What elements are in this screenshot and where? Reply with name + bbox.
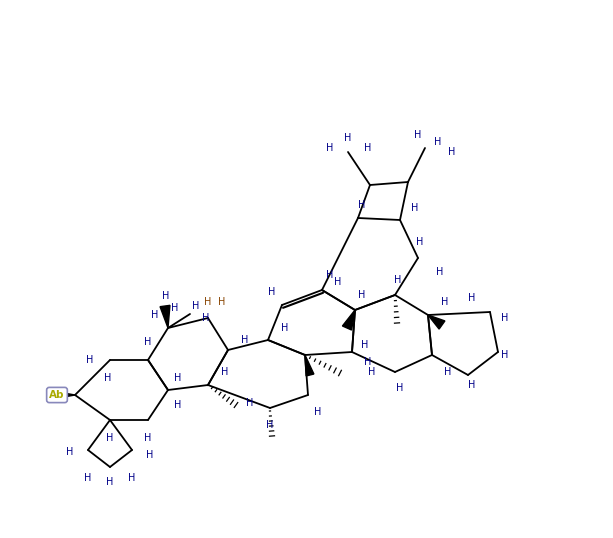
Text: H: H xyxy=(202,313,210,323)
Text: H: H xyxy=(368,367,376,377)
Text: H: H xyxy=(106,433,113,443)
Text: H: H xyxy=(85,473,92,483)
Text: H: H xyxy=(218,297,226,307)
Text: H: H xyxy=(104,373,112,383)
Text: H: H xyxy=(468,293,476,303)
Text: H: H xyxy=(162,291,170,301)
Text: H: H xyxy=(66,447,74,457)
Text: H: H xyxy=(174,400,181,410)
Text: H: H xyxy=(151,310,159,320)
Text: H: H xyxy=(441,297,449,307)
Polygon shape xyxy=(305,355,314,376)
Text: H: H xyxy=(448,147,455,157)
Text: H: H xyxy=(397,383,404,393)
Text: H: H xyxy=(501,350,509,360)
Text: H: H xyxy=(144,337,151,347)
Text: H: H xyxy=(326,270,333,280)
Text: H: H xyxy=(359,200,366,210)
Text: H: H xyxy=(174,373,181,383)
Text: H: H xyxy=(204,297,211,307)
Text: H: H xyxy=(416,237,424,247)
Text: H: H xyxy=(106,477,113,487)
Text: H: H xyxy=(147,450,154,460)
Text: H: H xyxy=(411,203,419,213)
Text: H: H xyxy=(394,275,402,285)
Polygon shape xyxy=(160,306,170,328)
Text: H: H xyxy=(266,420,273,430)
Text: H: H xyxy=(501,313,509,323)
Text: H: H xyxy=(326,143,333,153)
Text: H: H xyxy=(242,335,249,345)
Text: H: H xyxy=(359,290,366,300)
Text: H: H xyxy=(361,340,368,350)
Text: H: H xyxy=(144,433,151,443)
Text: H: H xyxy=(364,357,371,367)
Text: H: H xyxy=(281,323,289,333)
Text: H: H xyxy=(314,407,322,417)
Text: H: H xyxy=(128,473,135,483)
Polygon shape xyxy=(53,391,75,399)
Text: H: H xyxy=(444,367,452,377)
Text: H: H xyxy=(414,130,422,140)
Text: H: H xyxy=(221,367,229,377)
Text: H: H xyxy=(345,133,352,143)
Text: H: H xyxy=(468,380,476,390)
Text: H: H xyxy=(334,277,341,287)
Text: H: H xyxy=(192,301,200,311)
Text: H: H xyxy=(246,398,254,408)
Text: H: H xyxy=(436,267,444,277)
Text: H: H xyxy=(364,143,371,153)
Polygon shape xyxy=(428,315,445,329)
Text: H: H xyxy=(435,137,442,147)
Text: H: H xyxy=(171,303,178,313)
Text: Ab: Ab xyxy=(49,390,65,400)
Text: H: H xyxy=(86,355,94,365)
Polygon shape xyxy=(343,310,355,330)
Text: H: H xyxy=(51,390,59,400)
Text: H: H xyxy=(268,287,276,297)
